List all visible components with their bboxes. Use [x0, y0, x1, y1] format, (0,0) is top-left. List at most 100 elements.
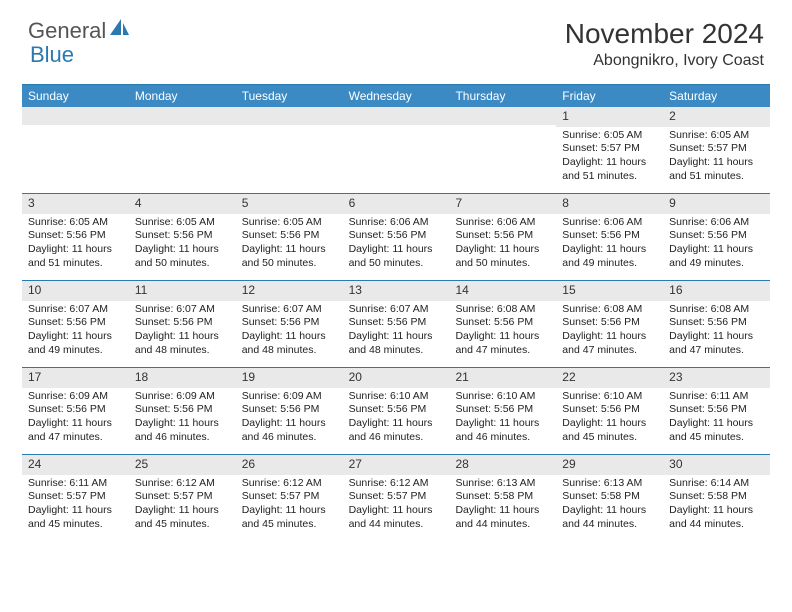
daylight-text: Daylight: 11 hours and 44 minutes.: [562, 504, 657, 531]
weeks-container: 1Sunrise: 6:05 AMSunset: 5:57 PMDaylight…: [22, 107, 770, 541]
day-content: Sunrise: 6:07 AMSunset: 5:56 PMDaylight:…: [343, 301, 450, 362]
day-cell: 25Sunrise: 6:12 AMSunset: 5:57 PMDayligh…: [129, 455, 236, 541]
sunrise-text: Sunrise: 6:07 AM: [28, 303, 123, 317]
sunset-text: Sunset: 5:56 PM: [135, 403, 230, 417]
day-content: Sunrise: 6:07 AMSunset: 5:56 PMDaylight:…: [129, 301, 236, 362]
sunrise-text: Sunrise: 6:12 AM: [135, 477, 230, 491]
day-content: Sunrise: 6:12 AMSunset: 5:57 PMDaylight:…: [343, 475, 450, 536]
day-cell: 8Sunrise: 6:06 AMSunset: 5:56 PMDaylight…: [556, 194, 663, 280]
day-content: Sunrise: 6:08 AMSunset: 5:56 PMDaylight:…: [556, 301, 663, 362]
sail-icon: [110, 19, 130, 42]
day-number: 14: [449, 281, 556, 301]
sunset-text: Sunset: 5:56 PM: [455, 316, 550, 330]
day-cell: 23Sunrise: 6:11 AMSunset: 5:56 PMDayligh…: [663, 368, 770, 454]
daylight-text: Daylight: 11 hours and 46 minutes.: [135, 417, 230, 444]
title-block: November 2024 Abongnikro, Ivory Coast: [565, 18, 764, 70]
page-header: General November 2024 Abongnikro, Ivory …: [0, 0, 792, 78]
sunset-text: Sunset: 5:56 PM: [669, 229, 764, 243]
sunrise-text: Sunrise: 6:06 AM: [669, 216, 764, 230]
week-row: 17Sunrise: 6:09 AMSunset: 5:56 PMDayligh…: [22, 367, 770, 454]
sunrise-text: Sunrise: 6:08 AM: [455, 303, 550, 317]
sunrise-text: Sunrise: 6:05 AM: [669, 129, 764, 143]
sunrise-text: Sunrise: 6:09 AM: [28, 390, 123, 404]
day-number: 18: [129, 368, 236, 388]
day-cell: 28Sunrise: 6:13 AMSunset: 5:58 PMDayligh…: [449, 455, 556, 541]
daylight-text: Daylight: 11 hours and 50 minutes.: [135, 243, 230, 270]
day-cell: 24Sunrise: 6:11 AMSunset: 5:57 PMDayligh…: [22, 455, 129, 541]
daylight-text: Daylight: 11 hours and 47 minutes.: [455, 330, 550, 357]
sunset-text: Sunset: 5:56 PM: [135, 229, 230, 243]
day-content: Sunrise: 6:09 AMSunset: 5:56 PMDaylight:…: [129, 388, 236, 449]
sunset-text: Sunset: 5:56 PM: [242, 229, 337, 243]
daylight-text: Daylight: 11 hours and 47 minutes.: [562, 330, 657, 357]
day-cell: 29Sunrise: 6:13 AMSunset: 5:58 PMDayligh…: [556, 455, 663, 541]
daylight-text: Daylight: 11 hours and 45 minutes.: [669, 417, 764, 444]
day-header-monday: Monday: [129, 85, 236, 107]
calendar-grid: Sunday Monday Tuesday Wednesday Thursday…: [22, 84, 770, 541]
sunrise-text: Sunrise: 6:10 AM: [562, 390, 657, 404]
day-header-thursday: Thursday: [449, 85, 556, 107]
sunrise-text: Sunrise: 6:05 AM: [562, 129, 657, 143]
day-cell: 9Sunrise: 6:06 AMSunset: 5:56 PMDaylight…: [663, 194, 770, 280]
day-content: Sunrise: 6:09 AMSunset: 5:56 PMDaylight:…: [236, 388, 343, 449]
sunrise-text: Sunrise: 6:08 AM: [669, 303, 764, 317]
day-cell: [449, 107, 556, 193]
daylight-text: Daylight: 11 hours and 49 minutes.: [562, 243, 657, 270]
daylight-text: Daylight: 11 hours and 50 minutes.: [242, 243, 337, 270]
day-content: Sunrise: 6:05 AMSunset: 5:56 PMDaylight:…: [129, 214, 236, 275]
day-number: [236, 107, 343, 125]
day-content: Sunrise: 6:07 AMSunset: 5:56 PMDaylight:…: [22, 301, 129, 362]
day-cell: 18Sunrise: 6:09 AMSunset: 5:56 PMDayligh…: [129, 368, 236, 454]
week-row: 3Sunrise: 6:05 AMSunset: 5:56 PMDaylight…: [22, 193, 770, 280]
day-cell: 11Sunrise: 6:07 AMSunset: 5:56 PMDayligh…: [129, 281, 236, 367]
sunset-text: Sunset: 5:56 PM: [242, 316, 337, 330]
daylight-text: Daylight: 11 hours and 48 minutes.: [135, 330, 230, 357]
day-cell: 19Sunrise: 6:09 AMSunset: 5:56 PMDayligh…: [236, 368, 343, 454]
sunset-text: Sunset: 5:57 PM: [669, 142, 764, 156]
day-content: Sunrise: 6:08 AMSunset: 5:56 PMDaylight:…: [449, 301, 556, 362]
day-content: Sunrise: 6:12 AMSunset: 5:57 PMDaylight:…: [236, 475, 343, 536]
month-title: November 2024: [565, 18, 764, 50]
day-number: 30: [663, 455, 770, 475]
day-number: 21: [449, 368, 556, 388]
sunrise-text: Sunrise: 6:14 AM: [669, 477, 764, 491]
sunset-text: Sunset: 5:58 PM: [562, 490, 657, 504]
day-cell: [129, 107, 236, 193]
day-cell: 26Sunrise: 6:12 AMSunset: 5:57 PMDayligh…: [236, 455, 343, 541]
day-cell: 6Sunrise: 6:06 AMSunset: 5:56 PMDaylight…: [343, 194, 450, 280]
day-content: Sunrise: 6:08 AMSunset: 5:56 PMDaylight:…: [663, 301, 770, 362]
day-cell: 12Sunrise: 6:07 AMSunset: 5:56 PMDayligh…: [236, 281, 343, 367]
daylight-text: Daylight: 11 hours and 47 minutes.: [28, 417, 123, 444]
sunrise-text: Sunrise: 6:07 AM: [349, 303, 444, 317]
day-number: 27: [343, 455, 450, 475]
day-content: Sunrise: 6:09 AMSunset: 5:56 PMDaylight:…: [22, 388, 129, 449]
day-number: 29: [556, 455, 663, 475]
day-cell: 3Sunrise: 6:05 AMSunset: 5:56 PMDaylight…: [22, 194, 129, 280]
sunset-text: Sunset: 5:56 PM: [28, 229, 123, 243]
sunrise-text: Sunrise: 6:06 AM: [455, 216, 550, 230]
day-number: 13: [343, 281, 450, 301]
sunrise-text: Sunrise: 6:07 AM: [135, 303, 230, 317]
day-cell: 27Sunrise: 6:12 AMSunset: 5:57 PMDayligh…: [343, 455, 450, 541]
day-number: 16: [663, 281, 770, 301]
daylight-text: Daylight: 11 hours and 48 minutes.: [242, 330, 337, 357]
day-number: 10: [22, 281, 129, 301]
daylight-text: Daylight: 11 hours and 46 minutes.: [242, 417, 337, 444]
daylight-text: Daylight: 11 hours and 45 minutes.: [135, 504, 230, 531]
day-number: 8: [556, 194, 663, 214]
day-cell: 20Sunrise: 6:10 AMSunset: 5:56 PMDayligh…: [343, 368, 450, 454]
day-cell: [343, 107, 450, 193]
day-number: 5: [236, 194, 343, 214]
day-number: 6: [343, 194, 450, 214]
day-number: [22, 107, 129, 125]
sunset-text: Sunset: 5:56 PM: [562, 316, 657, 330]
sunset-text: Sunset: 5:56 PM: [669, 403, 764, 417]
sunset-text: Sunset: 5:58 PM: [669, 490, 764, 504]
brand-text-blue-wrap: Blue: [30, 42, 74, 68]
day-cell: 2Sunrise: 6:05 AMSunset: 5:57 PMDaylight…: [663, 107, 770, 193]
day-number: 17: [22, 368, 129, 388]
day-cell: 5Sunrise: 6:05 AMSunset: 5:56 PMDaylight…: [236, 194, 343, 280]
day-number: [449, 107, 556, 125]
sunrise-text: Sunrise: 6:06 AM: [562, 216, 657, 230]
day-number: 22: [556, 368, 663, 388]
